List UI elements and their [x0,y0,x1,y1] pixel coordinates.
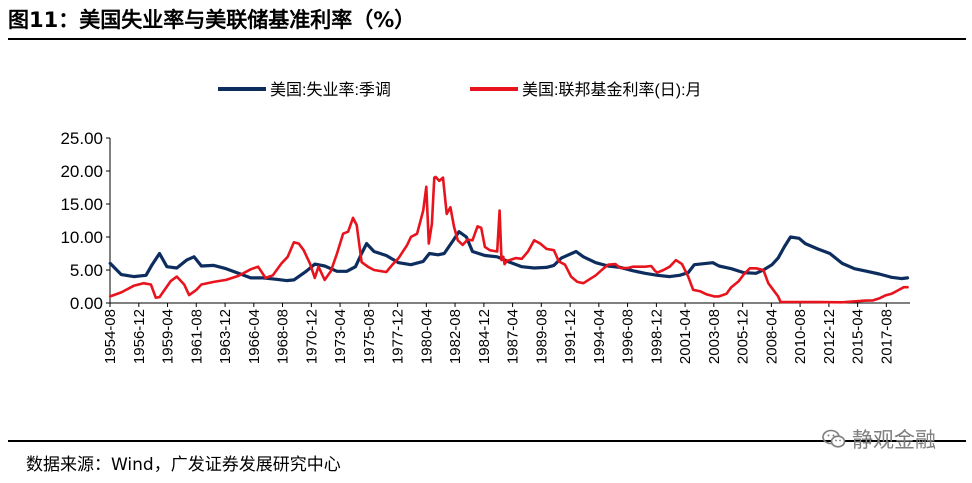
x-tick-label: 2010-08 [792,309,809,364]
watermark: 静观金融 [822,424,936,454]
x-tick-label: 1956-12 [131,309,148,364]
x-tick-label: 1970-12 [303,309,320,364]
x-tick-label: 1961-08 [188,309,205,364]
y-tick-label: 15.00 [60,195,103,214]
y-tick-label: 25.00 [60,129,103,148]
x-tick-label: 2017-08 [878,309,895,364]
x-tick-label: 2015-04 [850,309,867,364]
unemployment-rate-line [108,230,910,283]
x-tick-label: 1975-08 [361,309,378,364]
x-tick-label: 2012-12 [821,309,838,364]
x-tick-label: 1966-04 [246,309,263,364]
figure-title: 图11：美国失业率与美联储基准利率（%） [8,8,416,32]
x-tick-label: 1996-08 [620,309,637,364]
x-tick-label: 2008-04 [763,309,780,364]
x-tick-label: 1977-12 [390,309,407,364]
wechat-icon [822,429,846,448]
x-axis: 1954-08 1956-12 1959-04 1961-08 1963-12 1966-… [102,302,910,364]
x-tick-label: 1973-04 [332,309,349,364]
y-tick-label: 20.00 [60,162,103,181]
x-tick-label: 1968-08 [275,309,292,364]
x-tick-label: 2005-12 [735,309,752,364]
line-chart: 美国:失业率:季调 美国:联邦基金利率(日):月 0.00 5.00 10.00 15.… [60,81,910,364]
x-tick-label: 1989-08 [533,309,550,364]
x-tick-label: 1963-12 [217,309,234,364]
x-tick-label: 1954-08 [102,309,119,364]
x-tick-label: 2003-08 [706,309,723,364]
y-axis: 0.00 5.00 10.00 15.00 20.00 25.00 [60,129,111,313]
x-tick-label: 1980-04 [418,309,435,364]
title-divider [8,38,966,40]
legend-label: 美国:联邦基金利率(日):月 [522,81,702,99]
x-tick-label: 2001-04 [677,309,694,364]
y-tick-label: 0.00 [70,294,103,313]
x-tick-label: 1984-12 [476,309,493,364]
x-tick-label: 1959-04 [160,309,177,364]
x-tick-label: 1998-12 [648,309,665,364]
legend: 美国:失业率:季调 美国:联邦基金利率(日):月 [218,81,702,99]
y-tick-label: 5.00 [70,261,103,280]
x-tick-label: 1994-04 [591,309,608,364]
y-tick-label: 10.00 [60,228,103,247]
x-tick-label: 1991-12 [562,309,579,364]
source-note: 数据来源：Wind，广发证券发展研究中心 [26,455,341,475]
watermark-text: 静观金融 [852,428,936,452]
legend-label: 美国:失业率:季调 [270,81,391,99]
x-tick-label: 1987-04 [505,309,522,364]
x-tick-label: 1982-08 [447,309,464,364]
footer-divider [8,440,966,442]
fed-funds-rate-line [108,175,909,304]
series-group [108,175,910,304]
